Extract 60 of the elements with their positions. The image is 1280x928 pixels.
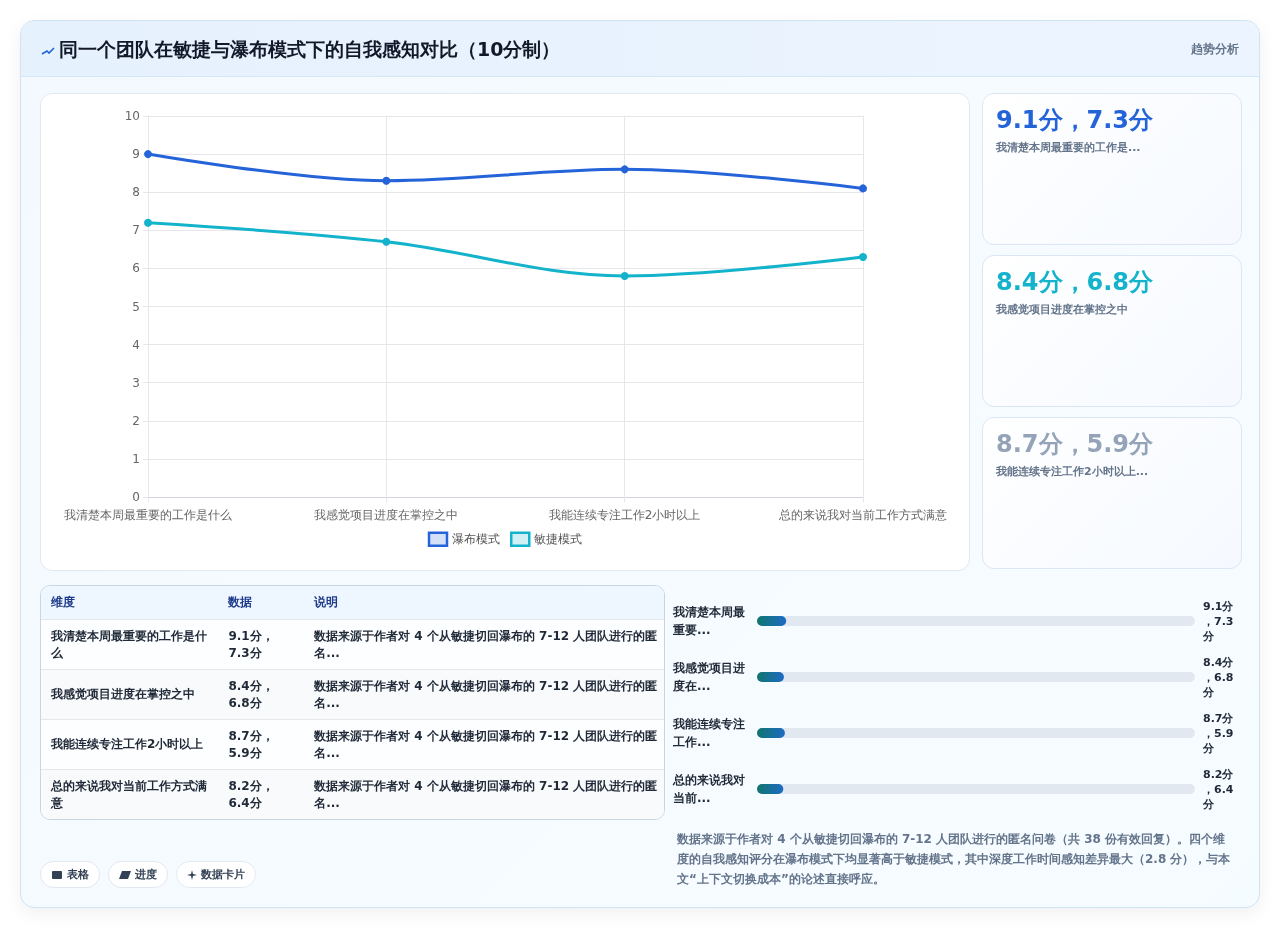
point <box>620 272 629 281</box>
y-tick-label: 8 <box>132 185 140 200</box>
text: 总的来说我对当前工作方式满意 <box>49 777 208 812</box>
y-tick-label: 我感觉项目进度在... <box>672 661 745 693</box>
text: 趋势分析 <box>1191 41 1239 58</box>
text: 数据来源于作者对 4 个从敏捷切回瀑布的 7-12 人团队进行的匿名... <box>314 777 659 812</box>
x-tick-label: 我能连续专注工作2小时以上 <box>548 508 701 522</box>
point <box>382 237 391 246</box>
x-tick-label: 我清楚本周最重要的工作是什么 <box>64 508 232 522</box>
point <box>144 150 152 159</box>
text: 表格 <box>40 861 100 888</box>
text: 维度 <box>50 594 76 611</box>
y-tick-label: 5 <box>132 299 140 314</box>
y-tick-label: 1 <box>132 451 140 466</box>
text: 我感觉项目进度在掌控之中 <box>50 686 196 703</box>
text: 8.2分，6.4分 <box>228 777 275 812</box>
y-tick-label: 0 <box>132 490 140 504</box>
text: 数据来源于作者对 4 个从敏捷切回瀑布的 7-12 人团队进行的匿名问卷（共 38 份有效回复）。四个维度的自我感知评分在瀑布模式下均显著高于敏捷模式，其中深度工作时间感知差异最大（2.8 分），与本文“上下文切换成本”的论述直接呼应。 <box>677 831 1232 888</box>
y-tick-label: 9 <box>132 147 140 162</box>
y-tick-label: 我清楚本周最重要... <box>672 605 745 637</box>
y-tick-label: 6 <box>132 261 140 276</box>
text: 数据来源于作者对 4 个从敏捷切回瀑布的 7-12 人团队进行的匿名... <box>314 677 659 712</box>
text: 8.4分，6.8分 <box>228 677 275 712</box>
y-tick-label: 总的来说我对当前... <box>672 773 745 805</box>
point <box>859 184 867 193</box>
text: 我能连续专注工作2小时以上 <box>50 736 205 753</box>
text: 8.7分，5.9分 <box>228 727 275 762</box>
x-tick-label: 我感觉项目进度在掌控之中 <box>314 508 459 522</box>
text: 数据 <box>228 594 254 611</box>
text: 9.1分，7.3分 <box>996 105 1154 136</box>
text: 我感觉项目进度在掌控之中 <box>996 302 1128 317</box>
point <box>859 252 867 261</box>
text: 数据来源于作者对 4 个从敏捷切回瀑布的 7-12 人团队进行的匿名... <box>314 727 659 762</box>
y-tick-label: 2 <box>132 413 140 428</box>
data-label: 8.7分，5.9分 <box>1202 711 1235 755</box>
text: 数据来源于作者对 4 个从敏捷切回瀑布的 7-12 人团队进行的匿名... <box>314 627 659 662</box>
point <box>382 176 391 185</box>
text: 我能连续专注工作2小时以上... <box>996 464 1149 479</box>
text: 数据卡片 <box>176 861 256 888</box>
text: 我清楚本周最重要的工作是... <box>996 140 1141 155</box>
y-tick-label: 4 <box>132 337 140 352</box>
x-tick-label: 总的来说我对当前工作方式满意 <box>778 508 947 522</box>
y-tick-label: 7 <box>132 223 140 238</box>
point <box>144 218 152 227</box>
y-tick-label: 10 <box>124 109 140 123</box>
legend-label: 瀑布模式 <box>452 532 500 547</box>
y-tick-label: 3 <box>132 375 140 390</box>
text: 进度 <box>108 861 168 888</box>
legend-label: 敏捷模式 <box>534 532 583 547</box>
text: 我清楚本周最重要的工作是什么 <box>50 627 208 662</box>
text: 说明 <box>314 594 340 611</box>
data-label: 9.1分，7.3分 <box>1202 599 1235 643</box>
text: 8.4分，6.8分 <box>996 267 1154 298</box>
point <box>620 165 629 174</box>
chart-title: 同一个团队在敏捷与瀑布模式下的自我感知对比（10分制） <box>58 37 561 62</box>
data-label: 8.4分，6.8分 <box>1202 655 1235 699</box>
text: 8.7分，5.9分 <box>996 429 1154 460</box>
text: 9.1分，7.3分 <box>228 627 275 662</box>
data-label: 8.2分，6.4分 <box>1202 767 1235 811</box>
y-tick-label: 我能连续专注工作... <box>672 717 745 749</box>
